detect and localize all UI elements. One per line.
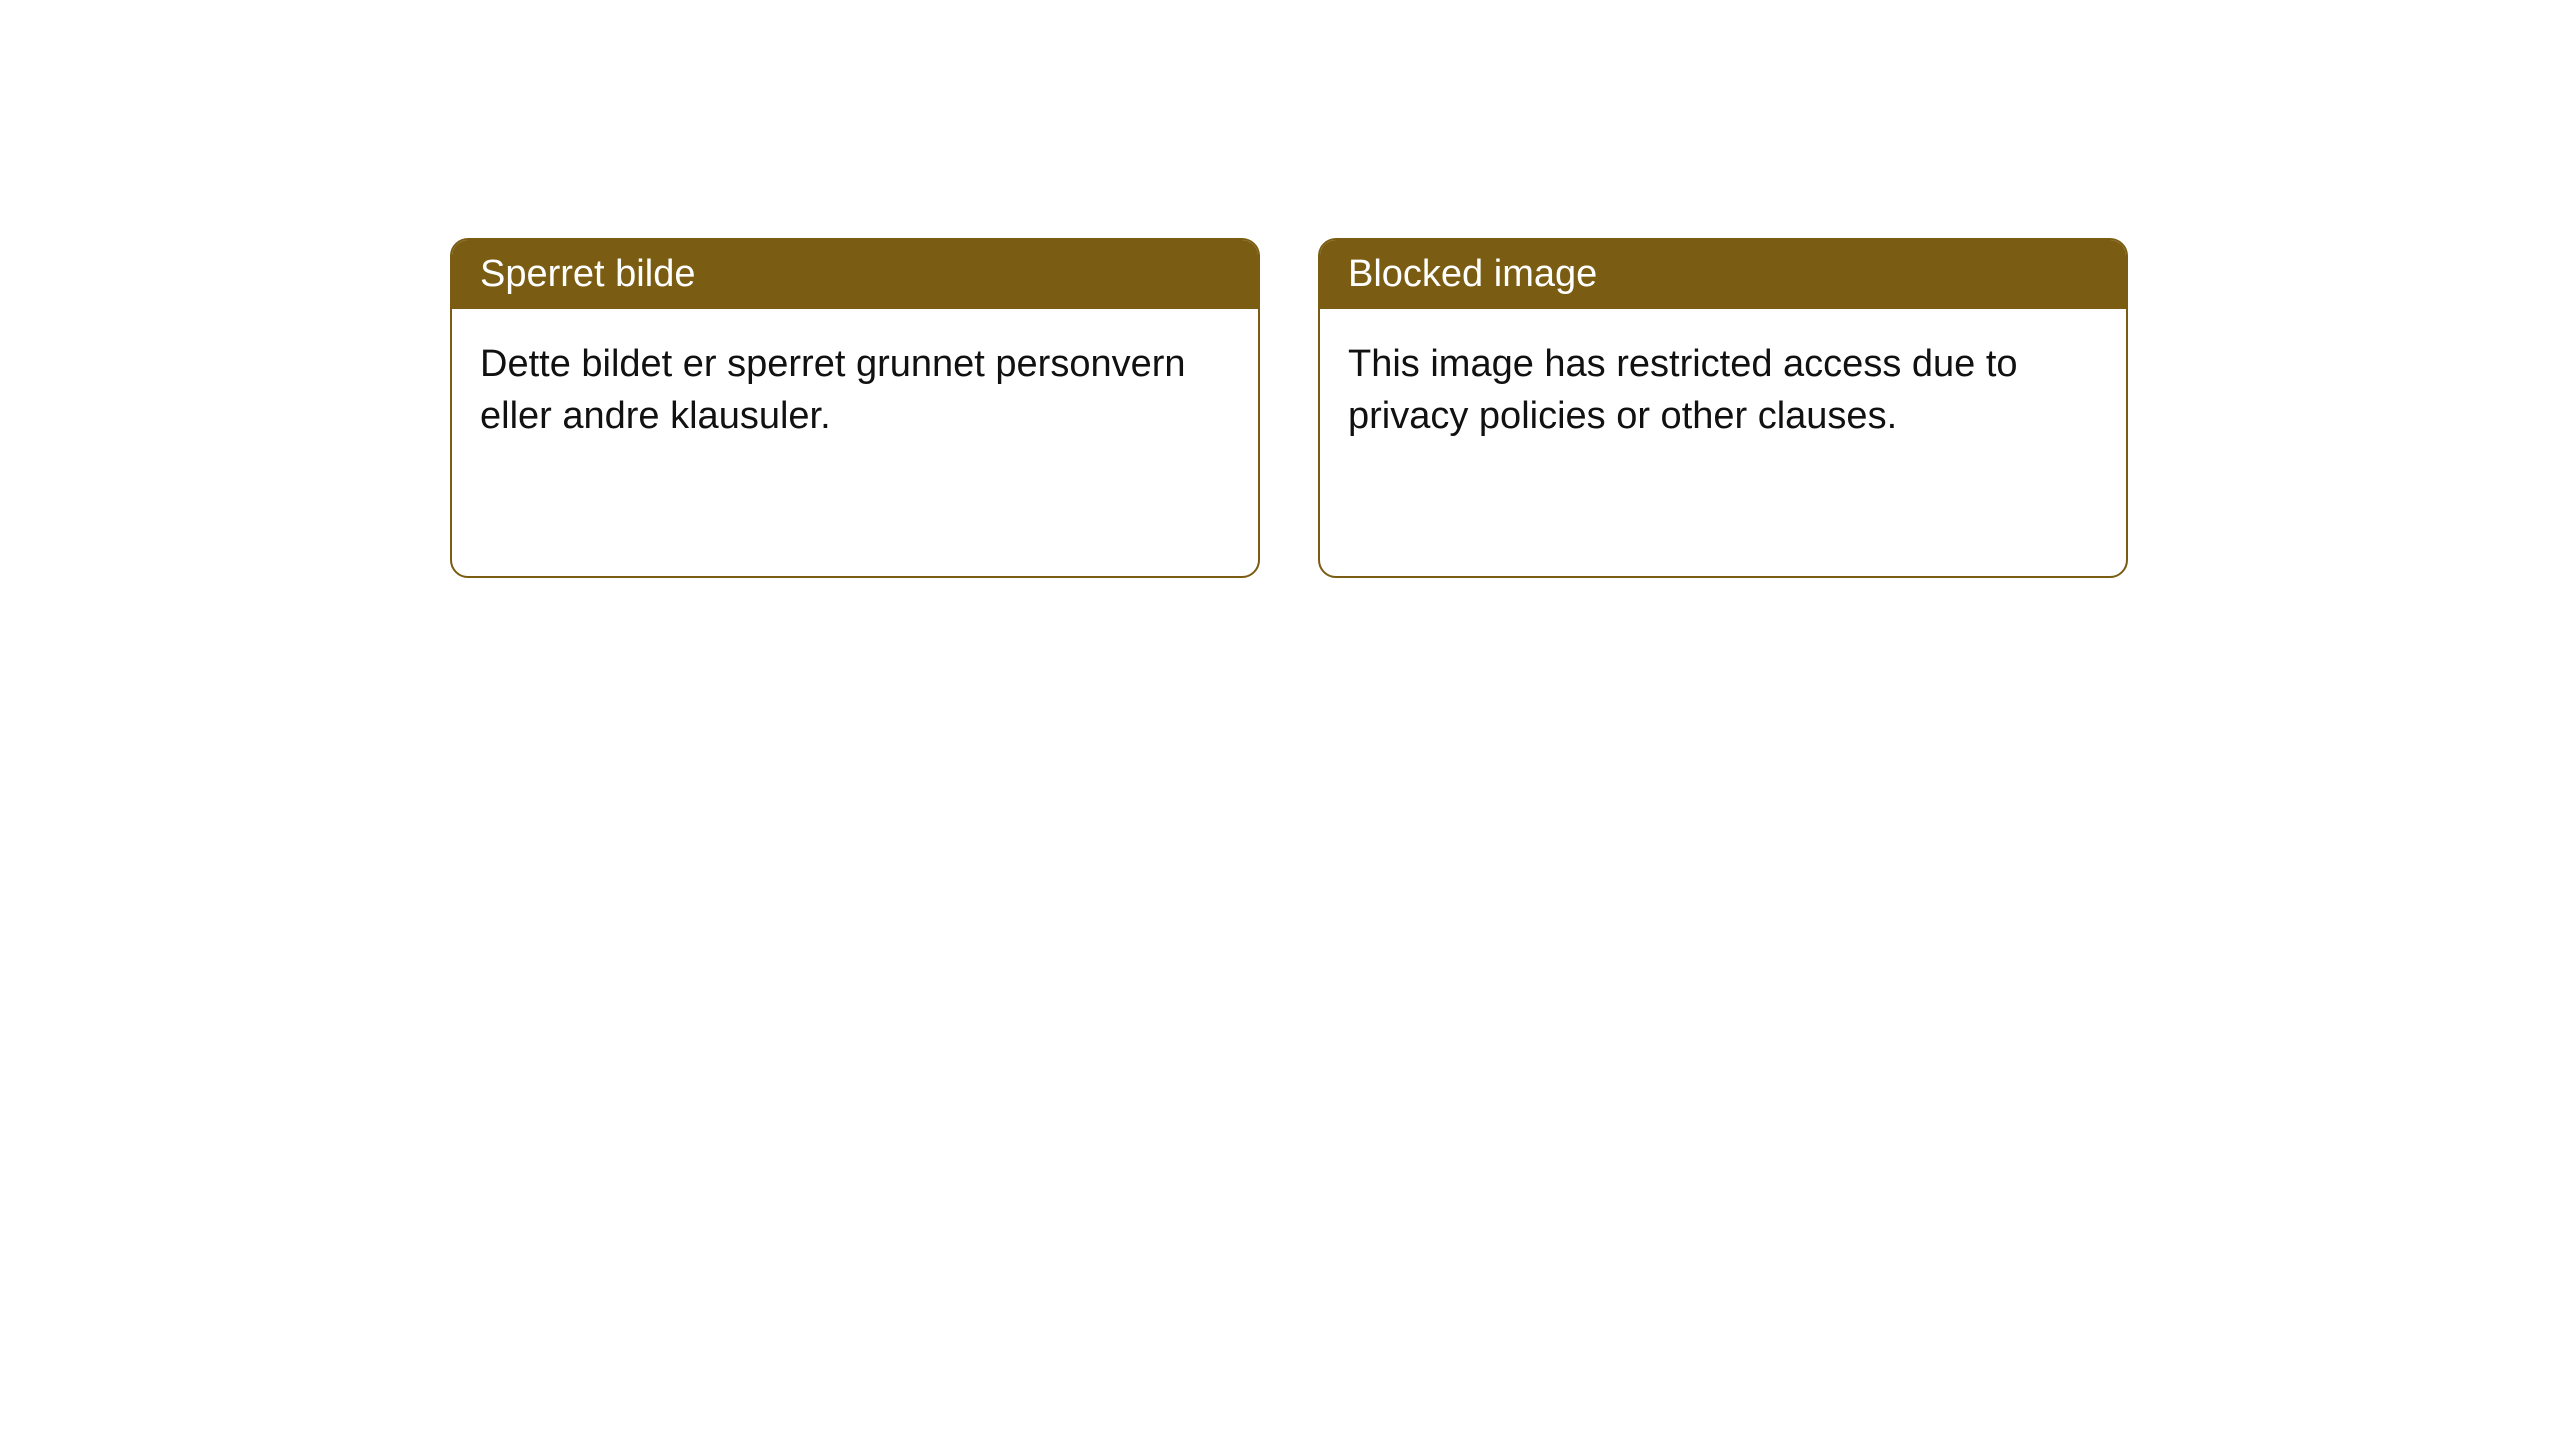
notice-title: Sperret bilde (480, 253, 695, 295)
blocked-image-notices: Sperret bilde Dette bildet er sperret gr… (450, 238, 2128, 578)
notice-message: This image has restricted access due to … (1348, 343, 2018, 436)
notice-title: Blocked image (1348, 253, 1597, 295)
notice-message: Dette bildet er sperret grunnet personve… (480, 343, 1186, 436)
notice-body-norwegian: Dette bildet er sperret grunnet personve… (452, 309, 1258, 472)
notice-card-norwegian: Sperret bilde Dette bildet er sperret gr… (450, 238, 1260, 578)
notice-header-english: Blocked image (1320, 240, 2126, 309)
notice-body-english: This image has restricted access due to … (1320, 309, 2126, 472)
notice-header-norwegian: Sperret bilde (452, 240, 1258, 309)
notice-card-english: Blocked image This image has restricted … (1318, 238, 2128, 578)
